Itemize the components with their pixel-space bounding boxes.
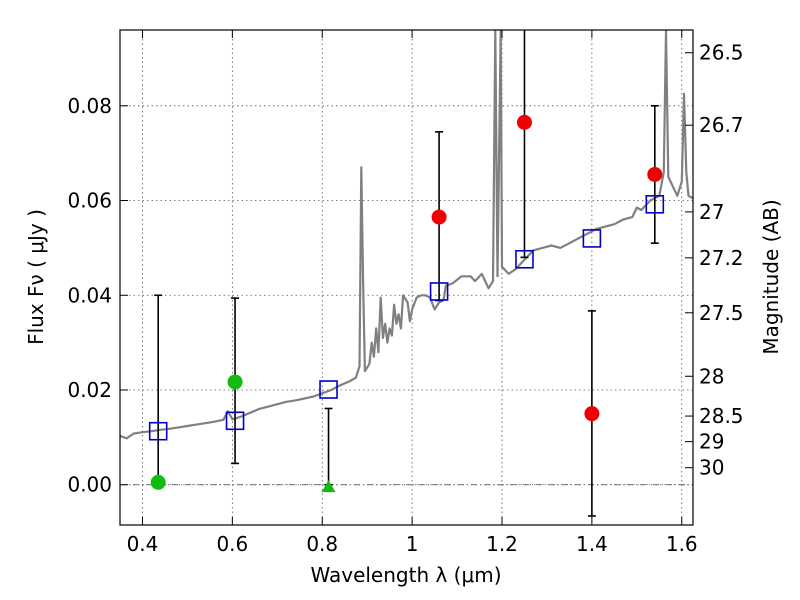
- upper-limit-marker: [321, 480, 336, 493]
- y-axis-label: Flux Fν ( μJy ): [24, 209, 48, 345]
- grid-layer: [120, 30, 693, 525]
- tick-layer: 0.4 0.6 0.8 1 1.2 1.4 1.6 0.00 0.02 0.04 0.06 0.08 2…: [67, 30, 744, 556]
- x-tick-label: 0.6: [216, 532, 248, 556]
- y-tick-label: 0.06: [67, 189, 112, 213]
- model-photometry-box: [645, 195, 665, 214]
- plot-frame: [119, 29, 694, 526]
- wfc3-photometry-point: [647, 166, 663, 182]
- x-tick-label: 0.8: [306, 532, 338, 556]
- model-photometry-box: [429, 282, 449, 301]
- right-tick-label: 30: [699, 456, 724, 480]
- x-tick-label: 1.6: [666, 532, 698, 556]
- right-tick-label: 27.5: [699, 301, 744, 325]
- wfc3-photometry-point: [584, 406, 600, 422]
- right-tick-label: 27: [699, 200, 724, 224]
- spectrum-layer: [120, 30, 693, 440]
- model-spectrum-line: [120, 30, 693, 440]
- right-tick-label: 26.7: [699, 113, 744, 137]
- right-tick-label: 28: [699, 364, 724, 388]
- x-tick-label: 1.2: [486, 532, 518, 556]
- acs-photometry-point: [150, 474, 166, 490]
- model-photometry-box: [582, 229, 602, 248]
- acs-photometry-point: [227, 374, 243, 390]
- right-tick-label: 29: [699, 430, 724, 454]
- right-tick-label: 26.5: [699, 41, 744, 65]
- model-photometry-box: [225, 411, 245, 431]
- model-photometry-box: [319, 380, 338, 399]
- right-tick-label: 27.2: [699, 246, 744, 270]
- model-photometry-box: [515, 249, 534, 269]
- y-tick-label: 0.00: [67, 473, 112, 497]
- model-photometry-box: [148, 421, 168, 441]
- y-tick-label: 0.02: [67, 378, 112, 402]
- y-tick-label: 0.04: [67, 283, 112, 307]
- right-tick-label: 28.5: [699, 404, 744, 428]
- wfc3-photometry-point: [516, 114, 532, 130]
- x-tick-label: 0.4: [127, 532, 159, 556]
- y-tick-label: 0.08: [67, 94, 112, 118]
- marker-layer: [148, 114, 665, 493]
- y-axis-label-right: Magnitude (AB): [759, 199, 783, 354]
- errorbar-layer: [154, 30, 659, 517]
- x-tick-label: 1: [406, 532, 419, 556]
- wfc3-photometry-point: [431, 209, 447, 225]
- x-tick-label: 1.4: [576, 532, 608, 556]
- x-axis-label: Wavelength λ (μm): [310, 563, 501, 587]
